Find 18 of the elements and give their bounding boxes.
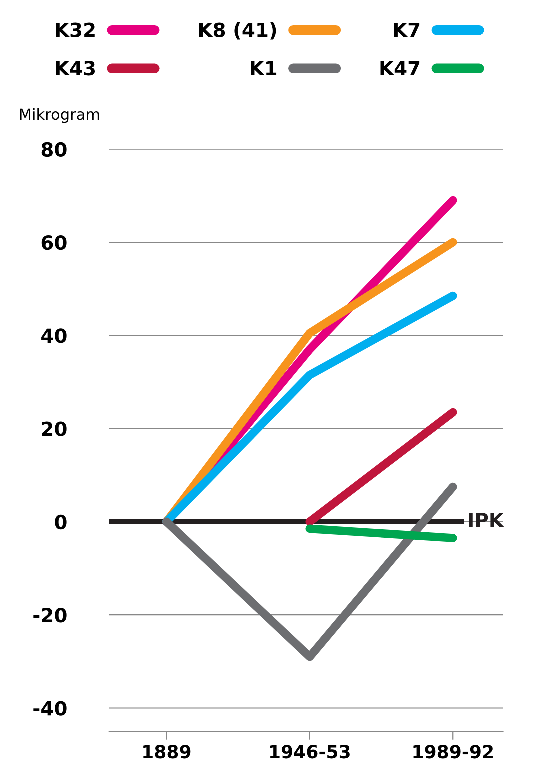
legend-label: K8 (41) [199, 22, 276, 40]
y-tick-label: -20 [34, 608, 67, 623]
x-tick-label: 1989-92 [414, 745, 493, 759]
y-tick-label: 60 [42, 235, 67, 250]
legend-label: K32 [56, 22, 95, 38]
legend-label: K47 [380, 61, 420, 76]
x-tick-label: 1946-53 [270, 745, 350, 759]
y-tick-label: 80 [42, 142, 67, 158]
legend-label: K1 [251, 61, 277, 76]
legend-label: K7 [394, 22, 420, 38]
y-axis-title: Mikrogram [20, 108, 100, 124]
y-tick-label: 0 [55, 514, 67, 530]
y-tick-label: -40 [34, 701, 67, 716]
ref-line-label: IPK [469, 513, 505, 528]
y-tick-label: 40 [42, 328, 67, 344]
legend-label: K43 [56, 61, 96, 76]
x-tick-label: 1889 [144, 745, 191, 759]
y-tick-label: 20 [42, 422, 67, 436]
